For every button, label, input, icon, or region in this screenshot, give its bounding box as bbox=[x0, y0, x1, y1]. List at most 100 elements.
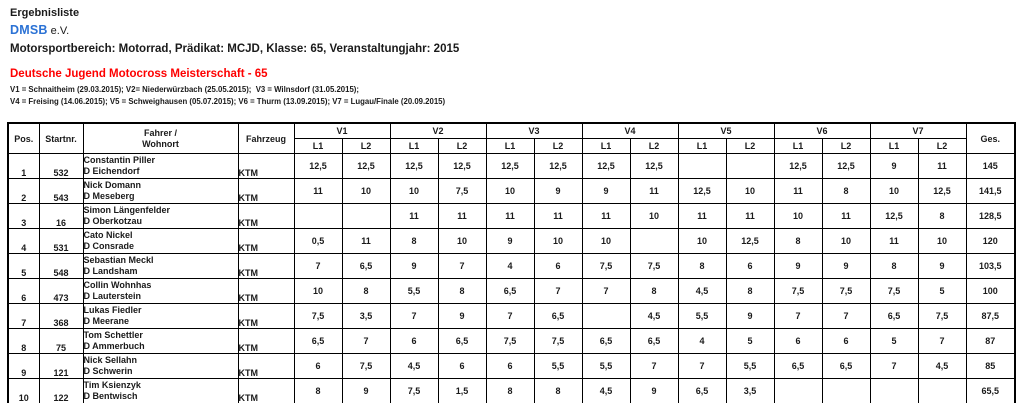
table-row: 1 532 Constantin Piller D Eichendorf KTM 12,5… bbox=[7, 153, 1016, 179]
lap-header-v7-l1: L1 bbox=[869, 138, 919, 154]
position-cell: 5 bbox=[7, 253, 40, 279]
score-cell: 9 bbox=[869, 153, 919, 179]
organization-line: DMSB e.V. bbox=[10, 23, 459, 37]
score-cell: 10 bbox=[581, 228, 631, 254]
score-cell: 7,5 bbox=[773, 278, 823, 304]
position-cell: 7 bbox=[7, 303, 40, 329]
score-cell: 10 bbox=[437, 228, 487, 254]
score-cell bbox=[341, 203, 391, 229]
score-cell: 12,5 bbox=[581, 153, 631, 179]
score-cell: 7 bbox=[821, 303, 871, 329]
score-cell: 4,5 bbox=[677, 278, 727, 304]
score-cell: 10 bbox=[773, 203, 823, 229]
driver-cell: Nick Domann D Meseberg bbox=[82, 178, 239, 204]
table-row: 3 16 Simon Längenfelder D Oberkotzau KTM 11 11… bbox=[7, 203, 1016, 229]
lap-header-v3-l1: L1 bbox=[485, 138, 535, 154]
table-header: Pos. Startnr. Fahrer / Wohnort Fahrzeug … bbox=[7, 122, 1016, 154]
score-cell: 12,5 bbox=[485, 153, 535, 179]
score-cell: 7 bbox=[293, 253, 343, 279]
col-header-total: Ges. bbox=[965, 122, 1016, 154]
score-cell: 0,5 bbox=[293, 228, 343, 254]
score-cell: 11 bbox=[677, 203, 727, 229]
score-cell: 9 bbox=[533, 178, 583, 204]
driver-name: Sebastian Meckl bbox=[83, 255, 154, 265]
driver-residence: D Landsham bbox=[83, 266, 138, 276]
driver-name: Cato Nickel bbox=[83, 230, 133, 240]
driver-cell: Tom Schettler D Ammerbuch bbox=[82, 328, 239, 354]
score-cell: 6,5 bbox=[437, 328, 487, 354]
score-cell: 8 bbox=[773, 228, 823, 254]
score-cell: 7 bbox=[581, 278, 631, 304]
score-cell: 12,5 bbox=[821, 153, 871, 179]
event-header-v2: V2 bbox=[389, 122, 487, 139]
score-cell: 10 bbox=[485, 178, 535, 204]
score-cell: 12,5 bbox=[725, 228, 775, 254]
score-cell: 7 bbox=[533, 278, 583, 304]
score-cell: 7,5 bbox=[581, 253, 631, 279]
score-cell: 6,5 bbox=[677, 378, 727, 403]
score-cell: 5,5 bbox=[581, 353, 631, 379]
score-cell: 10 bbox=[725, 178, 775, 204]
score-cell: 6,5 bbox=[773, 353, 823, 379]
vehicle-cell: KTM bbox=[237, 153, 295, 179]
vehicle-cell: KTM bbox=[237, 353, 295, 379]
col-header-pos: Pos. bbox=[7, 122, 40, 154]
score-cell: 5,5 bbox=[725, 353, 775, 379]
score-cell: 8 bbox=[821, 178, 871, 204]
score-cell: 8 bbox=[677, 253, 727, 279]
score-cell: 9 bbox=[485, 228, 535, 254]
score-cell bbox=[773, 378, 823, 403]
score-cell: 11 bbox=[293, 178, 343, 204]
score-cell: 9 bbox=[389, 253, 439, 279]
position-cell: 1 bbox=[7, 153, 40, 179]
score-cell: 4,5 bbox=[629, 303, 679, 329]
championship-title: Deutsche Jugend Motocross Meisterschaft … bbox=[10, 68, 268, 80]
score-cell: 8 bbox=[389, 228, 439, 254]
score-cell: 4,5 bbox=[389, 353, 439, 379]
total-cell: 87 bbox=[965, 328, 1016, 354]
score-cell: 4,5 bbox=[581, 378, 631, 403]
score-cell: 7 bbox=[341, 328, 391, 354]
score-cell: 5,5 bbox=[677, 303, 727, 329]
driver-cell: Lukas Fiedler D Meerane bbox=[82, 303, 239, 329]
score-cell: 9 bbox=[341, 378, 391, 403]
col-header-driver-line2: Wohnort bbox=[142, 138, 179, 149]
score-cell: 11 bbox=[869, 228, 919, 254]
score-cell bbox=[629, 228, 679, 254]
score-cell: 9 bbox=[629, 378, 679, 403]
score-cell: 8 bbox=[293, 378, 343, 403]
score-cell: 10 bbox=[293, 278, 343, 304]
vehicle-cell: KTM bbox=[237, 328, 295, 354]
col-header-vehicle: Fahrzeug bbox=[237, 122, 295, 154]
driver-cell: Nick Sellahn D Schwerin bbox=[82, 353, 239, 379]
score-cell: 6,5 bbox=[581, 328, 631, 354]
score-cell: 4 bbox=[485, 253, 535, 279]
events-legend-line-2: V4 = Freising (14.06.2015); V5 = Schweig… bbox=[10, 97, 446, 106]
score-cell: 12,5 bbox=[677, 178, 727, 204]
total-cell: 128,5 bbox=[965, 203, 1016, 229]
vehicle-cell: KTM bbox=[237, 178, 295, 204]
score-cell: 10 bbox=[677, 228, 727, 254]
col-header-startnr: Startnr. bbox=[38, 122, 84, 154]
score-cell bbox=[581, 303, 631, 329]
score-cell: 7 bbox=[773, 303, 823, 329]
driver-residence: D Consrade bbox=[83, 241, 135, 251]
lap-header-v6-l2: L2 bbox=[821, 138, 871, 154]
score-cell bbox=[917, 378, 967, 403]
score-cell: 6,5 bbox=[629, 328, 679, 354]
score-cell: 6 bbox=[533, 253, 583, 279]
table-row: 10 122 Tim Ksienzyk D Bentwisch KTM 8 9 7,5 1,5 8… bbox=[7, 378, 1016, 403]
score-cell bbox=[677, 153, 727, 179]
score-cell: 7 bbox=[677, 353, 727, 379]
score-cell: 6 bbox=[437, 353, 487, 379]
score-cell: 4,5 bbox=[917, 353, 967, 379]
event-header-v1: V1 bbox=[293, 122, 391, 139]
driver-cell: Tim Ksienzyk D Bentwisch bbox=[82, 378, 239, 403]
startnumber-cell: 122 bbox=[38, 378, 84, 403]
score-cell: 6 bbox=[821, 328, 871, 354]
score-cell: 11 bbox=[437, 203, 487, 229]
position-cell: 3 bbox=[7, 203, 40, 229]
header-row-groups: Pos. Startnr. Fahrer / Wohnort Fahrzeug … bbox=[7, 122, 1016, 154]
score-cell: 12,5 bbox=[629, 153, 679, 179]
